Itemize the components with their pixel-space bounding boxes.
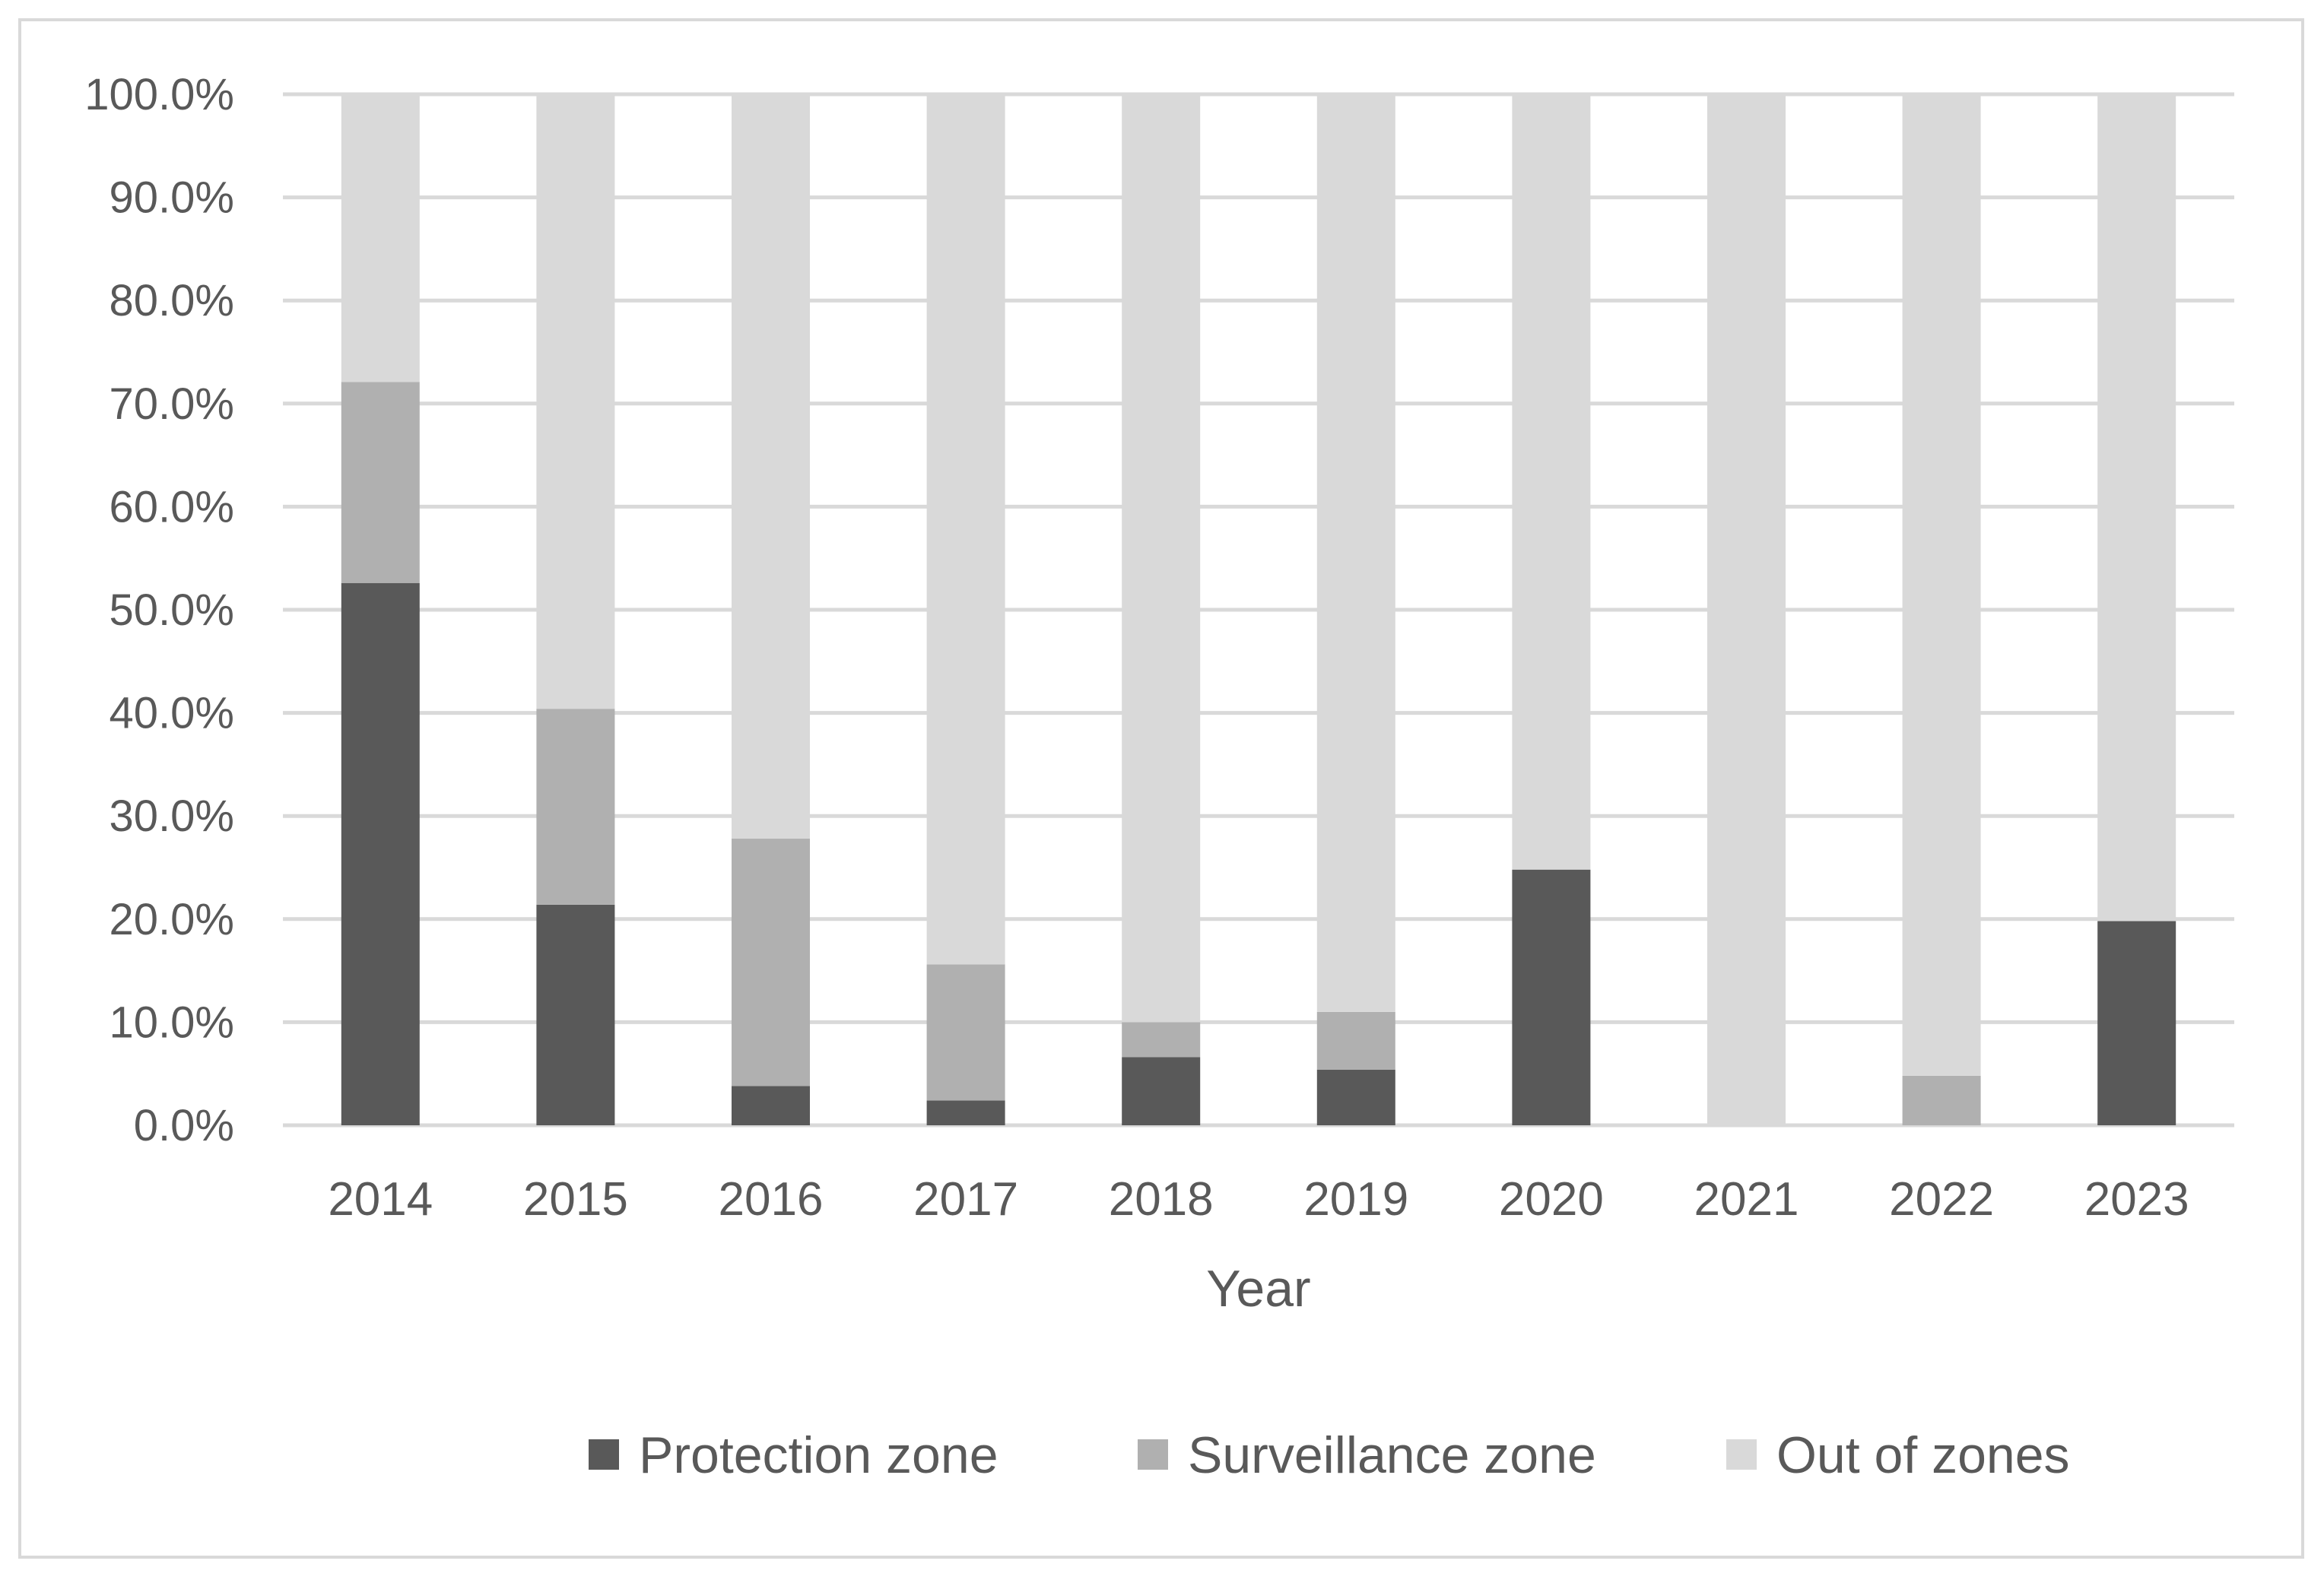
y-tick-label: 50.0% bbox=[110, 585, 234, 635]
bar-segment-protection-zone-2023 bbox=[2097, 921, 2176, 1125]
y-tick-label: 90.0% bbox=[110, 173, 234, 223]
x-tick-label: 2020 bbox=[1499, 1173, 1604, 1226]
bar-segment-out-of-zones-2022 bbox=[1902, 94, 1981, 1076]
x-axis-ticks: 2014 2015 2016 2017 2018 2019 2020 2021 2022 2023 bbox=[328, 1173, 2189, 1226]
x-tick-label: 2014 bbox=[328, 1173, 433, 1226]
bar-segment-protection-zone-2019 bbox=[1316, 1069, 1395, 1125]
x-tick-label: 2021 bbox=[1694, 1173, 1799, 1226]
y-tick-label: 100.0% bbox=[84, 70, 234, 119]
bar-segment-out-of-zones-2016 bbox=[732, 94, 810, 839]
bar-segment-protection-zone-2015 bbox=[536, 904, 615, 1125]
y-tick-label: 70.0% bbox=[110, 379, 234, 429]
x-tick-label: 2016 bbox=[719, 1173, 824, 1226]
x-tick-label: 2015 bbox=[523, 1173, 628, 1226]
bar-segment-out-of-zones-2017 bbox=[926, 94, 1005, 965]
bar-segment-protection-zone-2020 bbox=[1512, 869, 1591, 1125]
x-tick-label: 2023 bbox=[2084, 1173, 2189, 1226]
x-tick-label: 2017 bbox=[913, 1173, 1018, 1226]
bar-segment-out-of-zones-2014 bbox=[341, 94, 420, 382]
y-tick-label: 40.0% bbox=[110, 689, 234, 738]
x-tick-label: 2022 bbox=[1889, 1173, 1994, 1226]
bar-segment-surveillance-zone-2022 bbox=[1902, 1075, 1981, 1125]
bar-segment-protection-zone-2014 bbox=[341, 582, 420, 1125]
y-axis-ticks: 0.0% 10.0% 20.0% 30.0% 40.0% 50.0% 60.0% 70.0% 8… bbox=[84, 70, 234, 1150]
y-tick-label: 80.0% bbox=[110, 276, 234, 325]
y-tick-label: 60.0% bbox=[110, 482, 234, 531]
y-tick-label: 20.0% bbox=[110, 895, 234, 944]
bar-segment-out-of-zones-2020 bbox=[1512, 94, 1591, 870]
legend-label: Out of zones bbox=[1776, 1426, 2070, 1484]
bar-segment-surveillance-zone-2017 bbox=[926, 964, 1005, 1101]
bar-segment-out-of-zones-2018 bbox=[1122, 94, 1201, 1023]
x-axis-title: Year bbox=[1206, 1260, 1310, 1318]
bar-segment-surveillance-zone-2018 bbox=[1122, 1022, 1201, 1058]
bar-segment-out-of-zones-2019 bbox=[1316, 94, 1395, 1012]
legend-label: Surveillance zone bbox=[1188, 1426, 1596, 1484]
x-tick-label: 2019 bbox=[1303, 1173, 1408, 1226]
bar-segment-out-of-zones-2015 bbox=[536, 94, 615, 709]
y-tick-label: 0.0% bbox=[134, 1101, 234, 1150]
bars bbox=[341, 94, 2176, 1125]
bar-segment-protection-zone-2016 bbox=[732, 1086, 810, 1125]
legend-label: Protection zone bbox=[639, 1426, 998, 1484]
bar-segment-protection-zone-2018 bbox=[1122, 1057, 1201, 1125]
bar-segment-surveillance-zone-2016 bbox=[732, 839, 810, 1087]
bar-segment-out-of-zones-2021 bbox=[1707, 94, 1786, 1125]
legend-swatch-surveillance-zone bbox=[1138, 1439, 1168, 1470]
legend-swatch-protection-zone bbox=[589, 1439, 619, 1470]
legend: Protection zone Surveillance zone Out of z… bbox=[589, 1426, 2070, 1484]
bar-segment-out-of-zones-2023 bbox=[2097, 94, 2176, 922]
legend-swatch-out-of-zones bbox=[1726, 1439, 1757, 1470]
y-tick-label: 10.0% bbox=[110, 998, 234, 1047]
bar-segment-protection-zone-2017 bbox=[926, 1100, 1005, 1125]
chart-frame bbox=[18, 18, 2304, 1559]
bar-segment-surveillance-zone-2015 bbox=[536, 709, 615, 905]
y-tick-label: 30.0% bbox=[110, 792, 234, 841]
x-tick-label: 2018 bbox=[1109, 1173, 1214, 1226]
bar-segment-surveillance-zone-2019 bbox=[1316, 1011, 1395, 1070]
bar-segment-surveillance-zone-2014 bbox=[341, 382, 420, 583]
